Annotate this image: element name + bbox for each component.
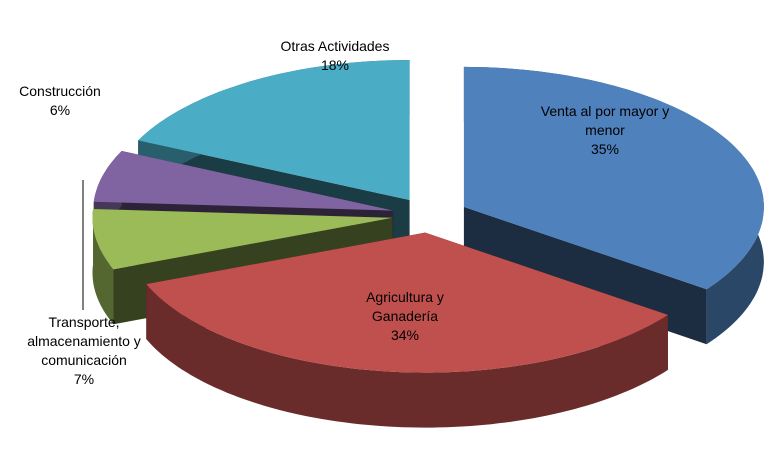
- category-label: Agricultura y Ganadería: [366, 289, 444, 324]
- category-label: Construcción: [19, 83, 101, 99]
- value-label: 34%: [390, 327, 420, 343]
- category-label: Venta al por mayor y menor: [540, 103, 670, 138]
- value-label: 35%: [590, 141, 620, 157]
- value-label: 7%: [73, 371, 95, 387]
- value-label: 6%: [49, 102, 71, 118]
- slice-wall: [146, 284, 668, 428]
- slice: [93, 151, 394, 211]
- slice: [92, 209, 393, 270]
- slice-label: Otras Actividades 18%: [255, 37, 415, 75]
- slice-label: Construcción 6%: [10, 82, 110, 120]
- value-label: 18%: [320, 57, 350, 73]
- slice: [146, 232, 668, 373]
- slice: [138, 60, 410, 200]
- slice-label: Transporte, almacenamiento y comunicació…: [18, 313, 150, 389]
- category-label: Otras Actividades: [280, 38, 390, 54]
- category-label: Transporte, almacenamiento y comunicació…: [27, 314, 141, 368]
- slice-wall: [92, 209, 114, 325]
- slice-label: Venta al por mayor y menor 35%: [520, 102, 690, 159]
- slice: [463, 66, 764, 290]
- slice-label: Agricultura y Ganadería 34%: [350, 288, 460, 345]
